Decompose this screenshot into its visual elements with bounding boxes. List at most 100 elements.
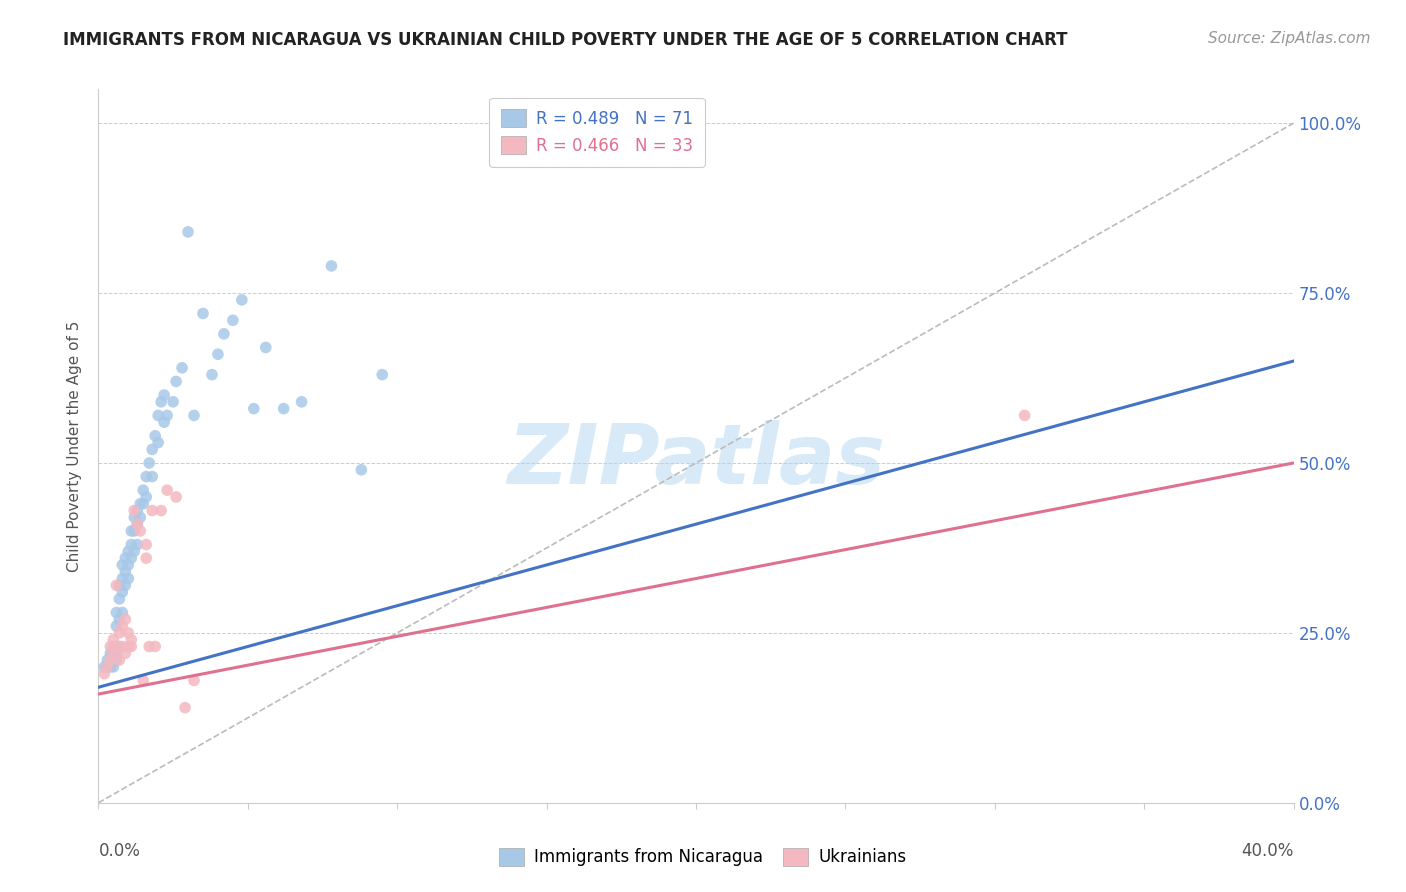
Y-axis label: Child Poverty Under the Age of 5: Child Poverty Under the Age of 5 bbox=[67, 320, 83, 572]
Point bbox=[103, 646, 125, 660]
Point bbox=[105, 619, 128, 633]
Point bbox=[108, 591, 131, 606]
Point bbox=[127, 503, 149, 517]
Point bbox=[183, 409, 205, 423]
Point bbox=[135, 469, 157, 483]
Point bbox=[117, 558, 139, 572]
Point bbox=[111, 619, 134, 633]
Point bbox=[114, 578, 136, 592]
Point bbox=[103, 632, 125, 647]
Point bbox=[165, 375, 187, 389]
Point bbox=[105, 578, 128, 592]
Point bbox=[135, 537, 157, 551]
Point bbox=[98, 660, 122, 674]
Point bbox=[93, 666, 115, 681]
Point bbox=[120, 632, 142, 647]
Point bbox=[135, 551, 157, 566]
Point bbox=[103, 646, 125, 660]
Point bbox=[148, 409, 170, 423]
Point bbox=[111, 558, 134, 572]
Point bbox=[105, 640, 128, 654]
Point bbox=[141, 442, 163, 457]
Point bbox=[103, 660, 125, 674]
Legend: R = 0.489   N = 71, R = 0.466   N = 33: R = 0.489 N = 71, R = 0.466 N = 33 bbox=[489, 97, 704, 167]
Point bbox=[172, 360, 194, 375]
Point bbox=[96, 660, 118, 674]
Point bbox=[96, 653, 118, 667]
Point bbox=[103, 640, 125, 654]
Point bbox=[132, 483, 155, 498]
Text: Source: ZipAtlas.com: Source: ZipAtlas.com bbox=[1208, 31, 1371, 46]
Point bbox=[129, 524, 152, 538]
Point bbox=[201, 368, 224, 382]
Point bbox=[153, 388, 176, 402]
Point bbox=[321, 259, 343, 273]
Point bbox=[120, 537, 142, 551]
Point bbox=[117, 544, 139, 558]
Point bbox=[165, 490, 187, 504]
Point bbox=[108, 653, 131, 667]
Point bbox=[273, 401, 295, 416]
Point bbox=[129, 510, 152, 524]
Point bbox=[148, 435, 170, 450]
Point bbox=[98, 646, 122, 660]
Point bbox=[135, 490, 157, 504]
Point bbox=[124, 544, 146, 558]
Point bbox=[222, 313, 245, 327]
Point bbox=[105, 646, 128, 660]
Point bbox=[96, 660, 118, 674]
Point bbox=[162, 394, 184, 409]
Point bbox=[93, 660, 115, 674]
Legend: Immigrants from Nicaragua, Ukrainians: Immigrants from Nicaragua, Ukrainians bbox=[492, 841, 914, 873]
Point bbox=[108, 578, 131, 592]
Text: 40.0%: 40.0% bbox=[1241, 842, 1294, 860]
Point bbox=[111, 585, 134, 599]
Point bbox=[127, 517, 149, 532]
Point bbox=[207, 347, 229, 361]
Point bbox=[117, 572, 139, 586]
Point bbox=[191, 306, 214, 320]
Point bbox=[108, 612, 131, 626]
Point bbox=[371, 368, 394, 382]
Point bbox=[291, 394, 314, 409]
Text: ZIPatlas: ZIPatlas bbox=[508, 420, 884, 500]
Point bbox=[350, 463, 373, 477]
Point bbox=[120, 640, 142, 654]
Point bbox=[150, 394, 173, 409]
Point bbox=[114, 551, 136, 566]
Point bbox=[98, 640, 122, 654]
Point bbox=[120, 551, 142, 566]
Point bbox=[111, 606, 134, 620]
Point bbox=[143, 429, 166, 443]
Point bbox=[117, 626, 139, 640]
Point bbox=[254, 341, 277, 355]
Point bbox=[108, 626, 131, 640]
Point bbox=[243, 401, 266, 416]
Point bbox=[141, 503, 163, 517]
Point bbox=[138, 640, 160, 654]
Point bbox=[174, 700, 197, 714]
Point bbox=[141, 469, 163, 483]
Point bbox=[114, 646, 136, 660]
Point bbox=[103, 653, 125, 667]
Point bbox=[132, 497, 155, 511]
Point bbox=[177, 225, 200, 239]
Point bbox=[212, 326, 235, 341]
Text: IMMIGRANTS FROM NICARAGUA VS UKRAINIAN CHILD POVERTY UNDER THE AGE OF 5 CORRELAT: IMMIGRANTS FROM NICARAGUA VS UKRAINIAN C… bbox=[63, 31, 1067, 49]
Point bbox=[127, 537, 149, 551]
Point bbox=[114, 612, 136, 626]
Text: 0.0%: 0.0% bbox=[98, 842, 141, 860]
Point bbox=[150, 503, 173, 517]
Point bbox=[138, 456, 160, 470]
Point bbox=[1014, 409, 1036, 423]
Point bbox=[143, 640, 166, 654]
Point bbox=[129, 497, 152, 511]
Point bbox=[114, 565, 136, 579]
Point bbox=[153, 415, 176, 429]
Point bbox=[98, 653, 122, 667]
Point bbox=[127, 517, 149, 532]
Point bbox=[105, 653, 128, 667]
Point bbox=[120, 524, 142, 538]
Point bbox=[105, 606, 128, 620]
Point bbox=[117, 640, 139, 654]
